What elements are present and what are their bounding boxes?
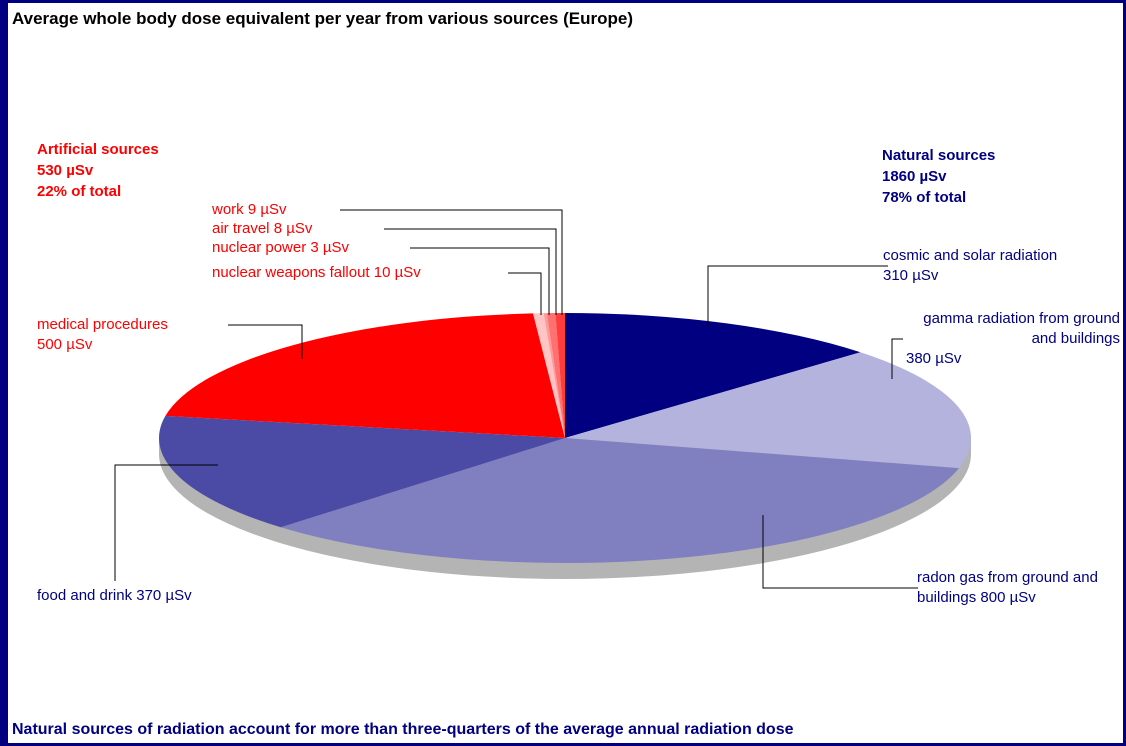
slice-label: medical procedures 500 µSv — [37, 315, 237, 355]
slice-label: radon gas from ground and buildings 800 … — [917, 568, 1117, 608]
pie-slice — [565, 313, 861, 438]
slice-name: cosmic and solar radiation — [883, 247, 1058, 264]
slice-value: 800 µSv — [980, 589, 1036, 606]
leader-line — [762, 515, 918, 589]
slice-value: 370 µSv — [136, 587, 192, 604]
leader-line — [891, 338, 903, 379]
slice-name: food and drink — [37, 587, 133, 604]
pie-slice — [543, 313, 565, 438]
leader-line — [228, 324, 303, 359]
leader-line — [707, 265, 888, 325]
slice-value: 10 µSv — [373, 264, 421, 281]
slice-label: cosmic and solar radiation 310 µSv — [883, 246, 1123, 286]
pie — [159, 313, 971, 579]
leader-line — [508, 272, 542, 315]
chart-title: Average whole body dose equivalent per y… — [12, 9, 633, 28]
slice-value: 3 µSv — [310, 239, 350, 256]
group-share-label: 22% of total — [37, 183, 122, 200]
slice-name: gamma radiation from ground and building… — [923, 310, 1120, 347]
slice-label: air travel 8 µSv — [212, 219, 412, 239]
slice-label: gamma radiation from ground and building… — [898, 309, 1120, 369]
slice-name: nuclear power — [212, 239, 307, 256]
slice-label: food and drink 370 µSv — [37, 586, 337, 606]
group-name: Natural sources — [882, 147, 996, 164]
slice-label: work 9 µSv — [212, 200, 412, 220]
slice-name: radon gas from ground and buildings — [917, 569, 1098, 606]
leader-line — [114, 464, 218, 581]
leader-lines — [114, 209, 918, 589]
slice-value: 9 µSv — [247, 201, 287, 218]
leader-line — [384, 228, 557, 315]
slice-value: 500 µSv — [37, 336, 93, 353]
group-value-label: 1860 µSv — [882, 168, 947, 185]
group-name: Artificial sources — [37, 141, 159, 158]
pie-slice — [159, 415, 565, 528]
slice-label: nuclear power 3 µSv — [212, 238, 432, 258]
slice-name: medical procedures — [37, 316, 168, 333]
slice-value: 310 µSv — [883, 267, 939, 284]
slice-name: nuclear weapons fallout — [212, 264, 370, 281]
pie-slice — [280, 438, 960, 563]
leader-line — [410, 247, 550, 315]
chart — [114, 209, 971, 589]
pie-slice — [565, 352, 971, 469]
chart-footer: Natural sources of radiation account for… — [12, 721, 794, 738]
slice-value: 380 µSv — [906, 350, 962, 367]
pie-slice — [555, 313, 565, 438]
pie-slice — [546, 313, 565, 438]
group-summary: Natural sources 1860 µSv 78% of total — [882, 145, 995, 208]
slice-name: work — [212, 201, 244, 218]
slice-value: 8 µSv — [273, 220, 313, 237]
pie-slice — [533, 313, 565, 438]
pie-slice — [165, 313, 565, 438]
group-summary: Artificial sources 530 µSv 22% of total — [37, 139, 159, 202]
slice-label: nuclear weapons fallout 10 µSv — [212, 263, 532, 283]
group-value-label: 530 µSv — [37, 162, 94, 179]
group-share-label: 78% of total — [882, 189, 967, 206]
leader-line — [340, 209, 563, 315]
slice-name: air travel — [212, 220, 270, 237]
